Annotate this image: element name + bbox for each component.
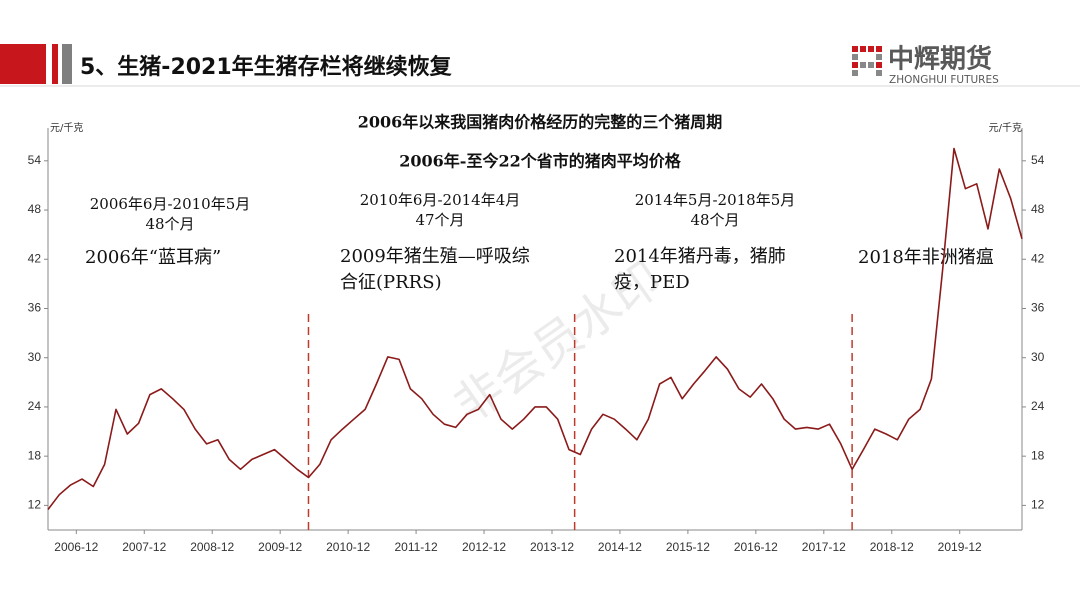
y-tick-label: 48 [28,202,42,216]
y2-tick-label: 30 [1031,350,1045,364]
header-gray-bar [62,44,72,84]
x-tick-label: 2015-12 [666,540,710,554]
header-red-stripe [52,44,58,84]
logo-icon [852,46,882,76]
logo-text: 中辉期货 [888,44,992,75]
y-tick-label: 18 [28,448,42,462]
y-tick-label: 30 [28,350,42,364]
x-tick-label: 2006-12 [54,540,98,554]
x-tick-label: 2017-12 [802,540,846,554]
y-tick-label: 54 [28,153,42,167]
price-line [47,147,1023,510]
annotation: 2014年5月-2018年5月 [635,191,796,209]
chart-title: 2006年以来我国猪肉价格经历的完整的三个猪周期 [358,113,723,132]
annotation: 2018年非洲猪瘟 [858,247,994,268]
x-tick-label: 2009-12 [258,540,302,554]
annotation: 48个月 [690,211,739,229]
y2-tick-label: 18 [1031,448,1045,462]
annotation: 47个月 [415,211,464,229]
x-tick-label: 2011-12 [395,540,438,554]
annotation: 48个月 [145,215,194,233]
x-tick-label: 2019-12 [938,540,982,554]
y2-tick-label: 12 [1031,498,1045,512]
y2-tick-label: 24 [1031,399,1045,413]
annotation: 2009年猪生殖—呼吸综 [340,245,530,267]
y2-tick-label: 54 [1031,153,1045,167]
annotation: 2006年“蓝耳病” [85,247,221,268]
x-tick-label: 2018-12 [870,540,914,554]
logo-subtext: ZHONGHUI FUTURES [889,74,999,86]
annotation: 合征(PRRS) [340,272,442,293]
x-tick-label: 2008-12 [190,540,234,554]
y2-tick-label: 36 [1031,301,1045,315]
x-tick-label: 2013-12 [530,540,574,554]
x-tick-label: 2016-12 [734,540,778,554]
y-tick-label: 12 [28,498,42,512]
annotation: 2014年猪丹毒，猪肺 [614,246,786,267]
x-tick-label: 2014-12 [598,540,642,554]
y-tick-label: 36 [28,301,42,315]
y-axis-label: 元/千克 [50,122,83,134]
annotation: 疫，PED [614,272,690,293]
y2-tick-label: 42 [1031,251,1045,265]
y-tick-label: 42 [28,251,42,265]
y-tick-label: 24 [28,399,42,413]
chart-subtitle: 2006年-至今22个省市的猪肉平均价格 [399,152,681,171]
x-tick-label: 2012-12 [462,540,506,554]
y2-axis-label: 元/千克 [989,122,1022,134]
x-tick-label: 2010-12 [326,540,370,554]
annotation: 2006年6月-2010年5月 [90,195,251,213]
header-title: 5、生猪-2021年生猪存栏将继续恢复 [80,54,453,80]
header-red-bar [0,44,46,84]
annotation: 2010年6月-2014年4月 [360,191,521,209]
x-tick-label: 2007-12 [122,540,166,554]
y2-tick-label: 48 [1031,202,1045,216]
